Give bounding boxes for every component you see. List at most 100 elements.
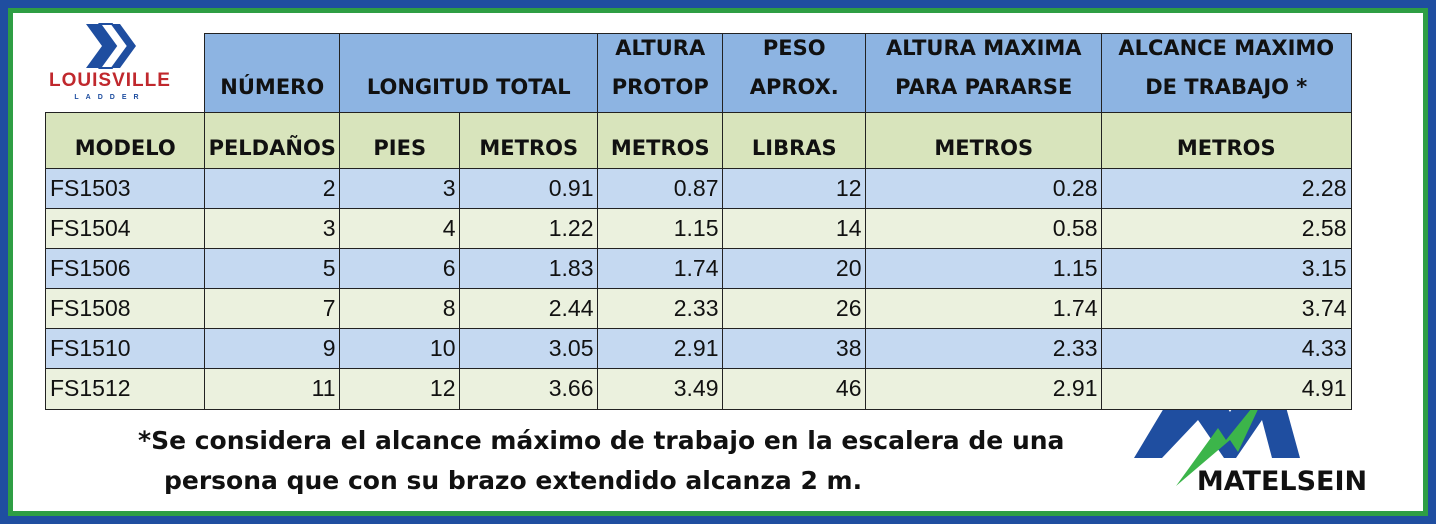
number-cell: 0.28 bbox=[865, 168, 1103, 210]
footnote-line: *Se considera el alcance máximo de traba… bbox=[138, 426, 1065, 455]
cell-value: 2.44 bbox=[548, 295, 594, 322]
brand-name: MATELSEIN bbox=[1197, 466, 1367, 497]
cell-value: 0.58 bbox=[1052, 215, 1098, 242]
unit-header-cell: METROS bbox=[597, 112, 724, 170]
unit-header-text: MODELO bbox=[74, 135, 176, 160]
logo-name: LOUISVILLE bbox=[49, 70, 171, 91]
cell-value: 20 bbox=[835, 255, 862, 282]
cell-value: 3 bbox=[442, 175, 456, 202]
number-cell: 4.33 bbox=[1101, 328, 1352, 370]
number-cell: 6 bbox=[339, 248, 461, 290]
cell-value: 4.91 bbox=[1301, 375, 1347, 402]
unit-header-cell: METROS bbox=[865, 112, 1103, 170]
header-text: NÚMERO bbox=[220, 74, 325, 99]
cell-value: 8 bbox=[442, 295, 456, 322]
model-cell: FS1503 bbox=[45, 168, 206, 210]
cell-value: 1.83 bbox=[548, 255, 594, 282]
number-cell: 2.58 bbox=[1101, 208, 1352, 250]
cell-value: 46 bbox=[835, 375, 862, 402]
number-cell: 3.05 bbox=[459, 328, 599, 370]
number-cell: 14 bbox=[722, 208, 867, 250]
number-cell: 7 bbox=[204, 288, 341, 330]
cell-value: 3.49 bbox=[673, 375, 719, 402]
unit-header-cell: METROS bbox=[459, 112, 599, 170]
unit-header-cell: LIBRAS bbox=[722, 112, 867, 170]
number-cell: 3 bbox=[204, 208, 341, 250]
header-cell: ALTURA PROTOP bbox=[597, 33, 724, 114]
cell-value: 2.28 bbox=[1301, 175, 1347, 202]
cell-value: 2.33 bbox=[673, 295, 719, 322]
number-cell: 3.74 bbox=[1101, 288, 1352, 330]
number-cell: 5 bbox=[204, 248, 341, 290]
cell-value: 2.91 bbox=[673, 335, 719, 362]
header-text: PROTOP bbox=[611, 74, 709, 99]
unit-header-cell: PELDAÑOS bbox=[204, 112, 341, 170]
number-cell: 8 bbox=[339, 288, 461, 330]
cell-value: 12 bbox=[835, 175, 862, 202]
unit-header-text: METROS bbox=[479, 135, 579, 160]
logo-tagline: LADDER bbox=[74, 94, 145, 101]
cell-value: 1.15 bbox=[1052, 255, 1098, 282]
header-text: PESO bbox=[762, 35, 826, 60]
cell-value: 3.66 bbox=[548, 375, 594, 402]
number-cell: 3.49 bbox=[597, 368, 724, 410]
cell-value: 6 bbox=[442, 255, 456, 282]
model-cell: FS1504 bbox=[45, 208, 206, 250]
cell-value: 2.33 bbox=[1052, 335, 1098, 362]
cell-value: 2 bbox=[322, 175, 336, 202]
number-cell: 0.58 bbox=[865, 208, 1103, 250]
cell-value: 1.15 bbox=[673, 215, 719, 242]
cell-value: 38 bbox=[835, 335, 862, 362]
header-text: ALCANCE MAXIMO bbox=[1118, 35, 1335, 60]
cell-value: 2.91 bbox=[1052, 375, 1098, 402]
cell-value: 10 bbox=[429, 335, 456, 362]
cell-value: 7 bbox=[322, 295, 336, 322]
number-cell: 1.83 bbox=[459, 248, 599, 290]
number-cell: 38 bbox=[722, 328, 867, 370]
header-cell: NÚMERO bbox=[204, 33, 341, 114]
model-cell: FS1510 bbox=[45, 328, 206, 370]
louisville-logo: LOUISVILLE LADDER bbox=[49, 23, 171, 101]
number-cell: 2.33 bbox=[865, 328, 1103, 370]
cell-value: 12 bbox=[429, 375, 456, 402]
model-name: FS1503 bbox=[50, 175, 131, 202]
cell-value: 1.22 bbox=[548, 215, 594, 242]
number-cell: 1.15 bbox=[865, 248, 1103, 290]
number-cell: 2.44 bbox=[459, 288, 599, 330]
unit-header-text: LIBRAS bbox=[751, 135, 837, 160]
number-cell: 2.91 bbox=[597, 328, 724, 370]
number-cell: 46 bbox=[722, 368, 867, 410]
cell-value: 3.05 bbox=[548, 335, 594, 362]
model-name: FS1510 bbox=[50, 335, 131, 362]
number-cell: 2.28 bbox=[1101, 168, 1352, 210]
number-cell: 0.87 bbox=[597, 168, 724, 210]
number-cell: 1.15 bbox=[597, 208, 724, 250]
footnote-line: persona que con su brazo extendido alcan… bbox=[164, 466, 863, 495]
number-cell: 2 bbox=[204, 168, 341, 210]
number-cell: 3 bbox=[339, 168, 461, 210]
number-cell: 2.33 bbox=[597, 288, 724, 330]
unit-header-text: METROS bbox=[1176, 135, 1276, 160]
unit-header-text: METROS bbox=[610, 135, 710, 160]
model-cell: FS1512 bbox=[45, 368, 206, 410]
cell-value: 5 bbox=[322, 255, 336, 282]
number-cell: 3.15 bbox=[1101, 248, 1352, 290]
model-name: FS1506 bbox=[50, 255, 131, 282]
cell-value: 1.74 bbox=[673, 255, 719, 282]
cell-value: 4 bbox=[442, 215, 456, 242]
number-cell: 4 bbox=[339, 208, 461, 250]
number-cell: 1.74 bbox=[865, 288, 1103, 330]
number-cell: 9 bbox=[204, 328, 341, 370]
cell-value: 9 bbox=[322, 335, 336, 362]
number-cell: 2.91 bbox=[865, 368, 1103, 410]
cell-value: 1.74 bbox=[1052, 295, 1098, 322]
number-cell: 20 bbox=[722, 248, 867, 290]
header-text: DE TRABAJO * bbox=[1145, 74, 1308, 99]
number-cell: 26 bbox=[722, 288, 867, 330]
cell-value: 3 bbox=[322, 215, 336, 242]
unit-header-text: PELDAÑOS bbox=[208, 135, 336, 160]
header-text: APROX. bbox=[749, 74, 839, 99]
cell-value: 0.91 bbox=[548, 175, 594, 202]
model-cell: FS1508 bbox=[45, 288, 206, 330]
number-cell: 10 bbox=[339, 328, 461, 370]
